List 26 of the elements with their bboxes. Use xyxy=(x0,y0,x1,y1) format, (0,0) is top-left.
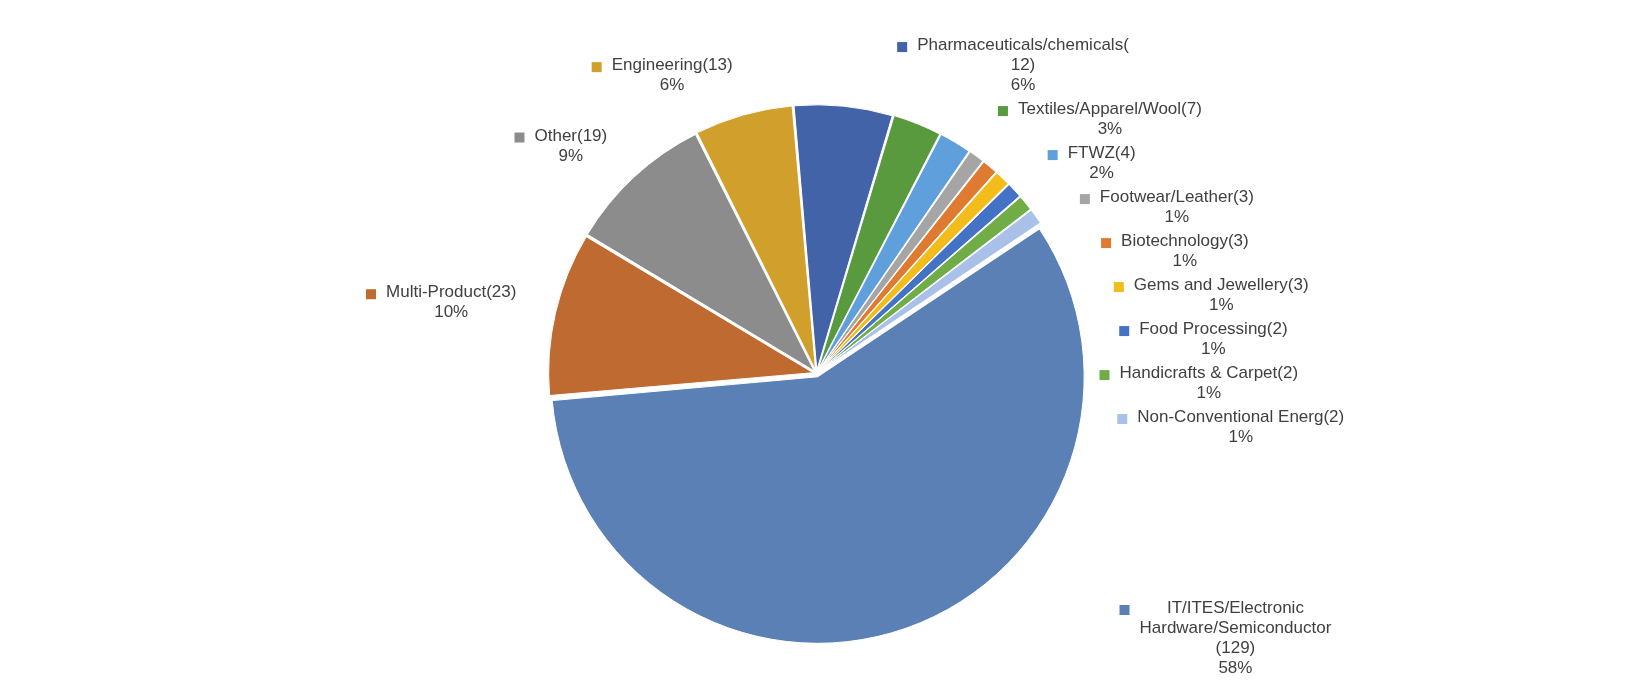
legend-label: FTWZ(4) xyxy=(1067,143,1136,163)
legend-label: Non-Conventional Energ(2) xyxy=(1137,407,1345,427)
legend-label: Multi-Product(23) xyxy=(386,282,517,302)
legend-label: Other(19) xyxy=(534,125,608,145)
legend-label: Textiles/Apparel/Wool(7) xyxy=(1017,99,1202,119)
data-label: 1% xyxy=(1196,383,1222,403)
legend-label: Footwear/Leather(3) xyxy=(1099,187,1254,207)
data-label: 6% xyxy=(659,75,685,95)
data-label: 1% xyxy=(1228,427,1254,447)
data-label: 3% xyxy=(1097,119,1123,139)
data-label: 58% xyxy=(1218,658,1253,678)
data-label: 9% xyxy=(558,145,584,165)
legend-label: Pharmaceuticals/chemicals(12) xyxy=(917,35,1130,75)
legend-label: IT/ITES/Electronic Hardware/Semiconductor (129) xyxy=(1139,598,1332,658)
legend-label: Biotechnology(3) xyxy=(1121,231,1249,251)
data-label: 6% xyxy=(1010,75,1036,95)
data-label: 2% xyxy=(1089,163,1114,183)
legend-label: Gems and Jewellery(3) xyxy=(1133,275,1309,295)
data-label: 1% xyxy=(1164,207,1190,227)
data-label: 10% xyxy=(434,302,469,322)
data-label: 1% xyxy=(1201,339,1226,359)
data-label: 1% xyxy=(1172,251,1198,271)
legend-label: Food Processing(2) xyxy=(1139,319,1288,339)
legend-label: Engineering(13) xyxy=(611,55,733,75)
legend-label: Handicrafts & Carpet(2) xyxy=(1119,363,1299,383)
data-label: 1% xyxy=(1208,295,1234,315)
